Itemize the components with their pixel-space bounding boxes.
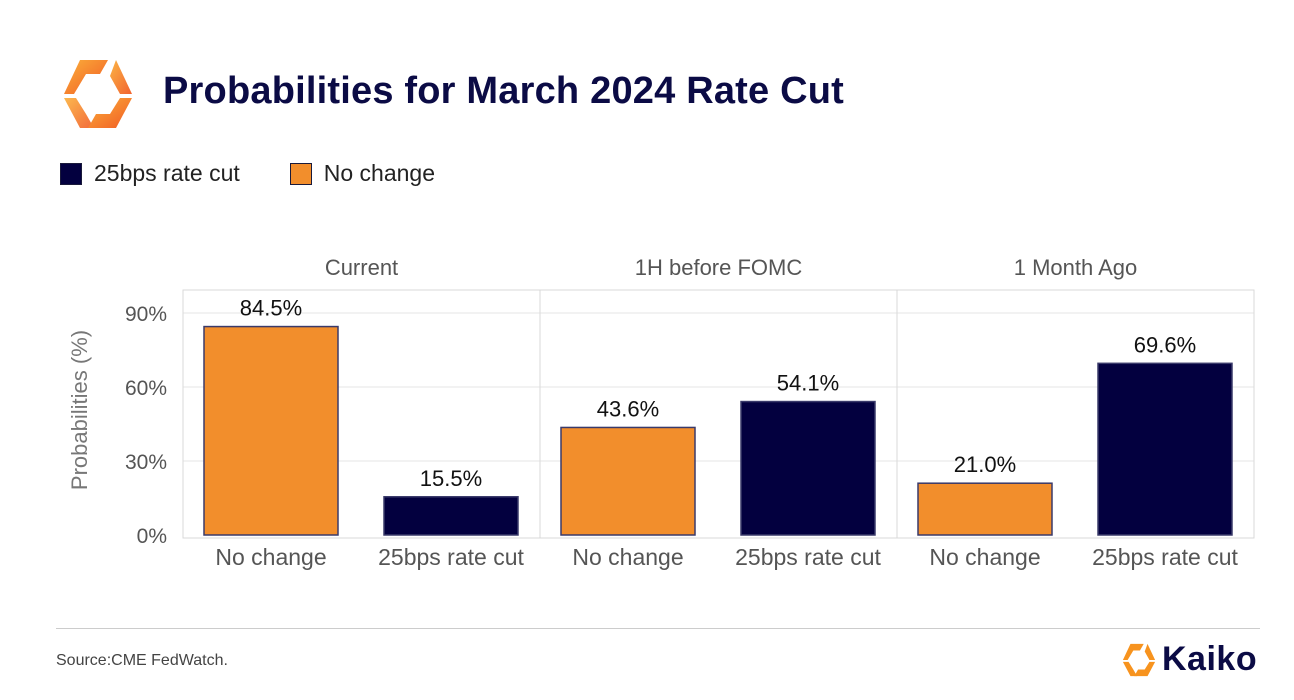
x-tick-label: No change (215, 544, 326, 570)
y-axis-label: Probabilities (%) (67, 330, 92, 490)
bar (1097, 362, 1233, 536)
bar (203, 325, 339, 536)
page-title: Probabilities for March 2024 Rate Cut (163, 70, 845, 112)
x-tick-label: No change (572, 544, 683, 570)
y-tick-label: 30% (125, 451, 167, 474)
legend-swatch-rate-cut (60, 162, 82, 185)
brand-name: Kaiko (1162, 640, 1258, 678)
data-label: 69.6% (1134, 332, 1196, 357)
y-tick-label: 0% (137, 525, 167, 548)
legend-item-no-change: No change (289, 160, 436, 187)
kaiko-hexagon-logo-icon (64, 60, 132, 128)
plot-frame (182, 289, 1255, 539)
bar (560, 426, 696, 536)
panel-title: 1 Month Ago (1014, 255, 1138, 280)
x-tick-label: 25bps rate cut (378, 544, 524, 570)
panel-title: Current (325, 255, 398, 280)
bar (383, 496, 519, 536)
y-tick-label: 90% (125, 303, 167, 326)
chart-legend: 25bps rate cut No change (60, 160, 485, 187)
source-note: Source:CME FedWatch. (56, 652, 228, 669)
kaiko-logo-icon (1122, 643, 1156, 676)
data-label: 54.1% (777, 371, 839, 396)
data-label: 21.0% (954, 452, 1016, 477)
x-tick-label: 25bps rate cut (735, 544, 881, 570)
data-label: 43.6% (597, 396, 659, 421)
x-tick-label: 25bps rate cut (1092, 544, 1238, 570)
data-label: 15.5% (420, 466, 482, 491)
footer-divider (56, 628, 1260, 629)
brand-logo: Kaiko (1120, 640, 1257, 679)
bar (740, 400, 876, 536)
data-label: 84.5% (240, 296, 302, 321)
legend-item-rate-cut: 25bps rate cut (60, 160, 240, 187)
legend-label-rate-cut: 25bps rate cut (94, 160, 240, 186)
legend-swatch-no-change (289, 162, 312, 185)
legend-label-no-change: No change (323, 160, 436, 186)
panel-title: 1H before FOMC (635, 255, 803, 280)
bar (917, 482, 1053, 536)
y-tick-label: 60% (125, 377, 167, 400)
x-tick-label: No change (929, 544, 1040, 570)
